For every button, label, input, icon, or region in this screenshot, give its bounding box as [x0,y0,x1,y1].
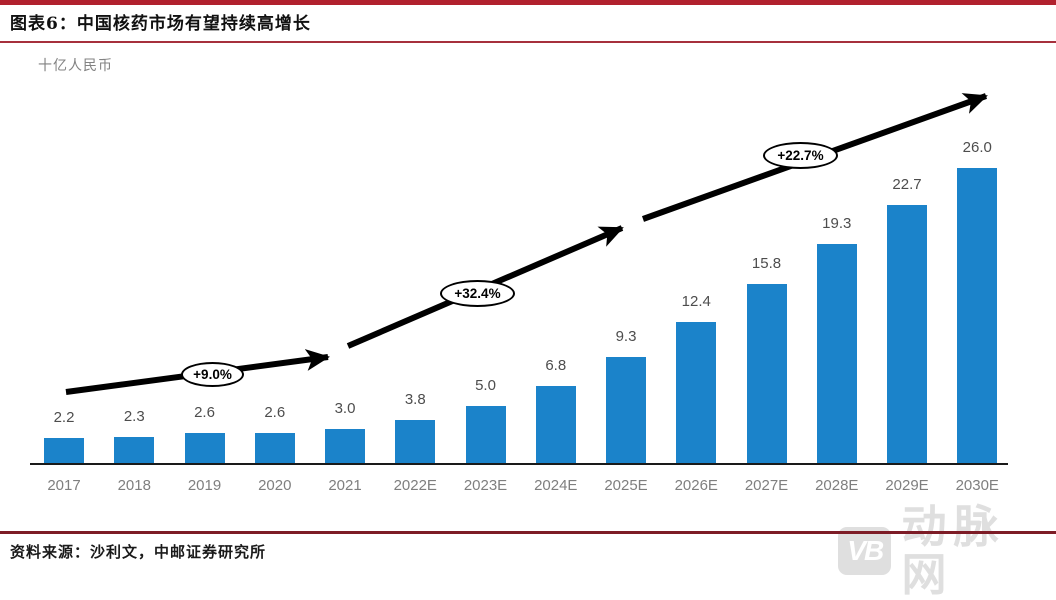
x-tick-2018: 2018 [117,477,151,494]
x-tick-2019: 2019 [187,477,222,494]
bar-value-label: 19.3 [822,215,852,232]
growth-badge-historical: +9.0% [181,362,244,387]
watermark: VB 动脉网 [838,503,1056,599]
bar-chart-plot-area: 2.2 2.3 2.6 2.6 3.0 3.8 5.0 6.8 9.3 12.4 15.8 19.3 2… [30,85,1008,465]
title-divider-rule [0,41,1056,43]
growth-badge-forecast: +22.7% [763,142,838,169]
bar-2020 [254,433,295,463]
bar-value-label: 12.4 [681,293,711,310]
bar-value-label: 2.3 [123,408,145,425]
watermark-brand-name: 动脉网 [901,501,1006,600]
y-axis-unit-label: 十亿人民币 [38,57,113,73]
bar-2030E [957,168,998,463]
x-tick-2017: 2017 [47,477,81,494]
bar-value-label: 2.6 [194,404,215,421]
footer-accent-rule [0,531,1056,534]
bar-value-label: 3.8 [404,391,426,408]
x-tick-2025E: 2025E [604,477,648,494]
x-tick-2026E: 2026E [674,477,718,494]
x-tick-2029E: 2029E [885,477,929,494]
growth-badge-mid: +32.4% [440,280,515,307]
source-note: 资料来源：沙利文，中邮证券研究所 [10,543,267,561]
bar-2026E [676,322,717,463]
bar-value-label: 5.0 [475,377,496,394]
x-tick-2021: 2021 [328,477,362,494]
chart-title: 图表6：中国核药市场有望持续高增长 [10,14,311,34]
x-tick-2023E: 2023E [463,477,508,494]
bar-value-label: 3.0 [334,400,356,417]
bar-2018 [114,437,155,463]
bar-value-label: 26.0 [962,139,992,156]
x-tick-2022E: 2022E [393,477,437,494]
bar-value-label: 22.7 [892,176,922,193]
bar-2021 [325,429,365,463]
bar-2025E [606,357,646,463]
watermark-vb-logo-icon: VB [838,527,892,575]
x-tick-2028E: 2028E [815,477,859,494]
bar-2028E [816,244,857,463]
x-tick-2027E: 2027E [744,477,789,494]
bar-value-label: 15.8 [751,255,782,272]
x-tick-2030E: 2030E [955,477,999,494]
x-tick-2020: 2020 [258,477,292,494]
bar-2027E [746,284,787,463]
bar-2017 [44,438,84,463]
bar-2023E [465,406,506,463]
bar-2022E [395,420,436,463]
bar-2029E [887,205,927,463]
bar-value-label: 9.3 [615,328,637,345]
bar-value-label: 2.2 [53,409,75,426]
bar-2024E [535,386,576,463]
bar-value-label: 6.8 [545,357,567,374]
x-tick-2024E: 2024E [534,477,578,494]
bar-value-label: 2.6 [264,404,286,421]
header-accent-rule [0,0,1056,5]
bar-2019 [184,433,225,463]
